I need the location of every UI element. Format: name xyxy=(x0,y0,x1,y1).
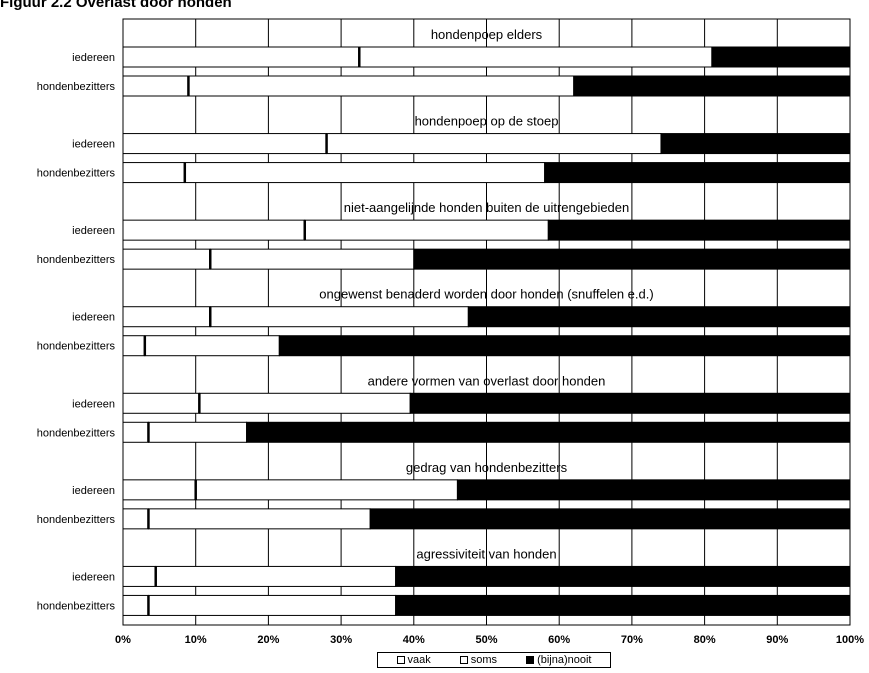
bar-segment-vaak xyxy=(122,565,157,587)
x-tick-label: 60% xyxy=(548,634,570,646)
group-title: agressiviteit van honden xyxy=(416,546,556,561)
x-tick-label: 0% xyxy=(115,634,131,646)
row-label: hondenbezitters xyxy=(37,514,116,526)
bar-segment-vaak xyxy=(122,219,306,241)
group-title: hondenpoep elders xyxy=(431,27,543,42)
bar-segment-soms xyxy=(187,75,575,97)
bar-segment-nooit xyxy=(246,421,851,443)
row-label: iedereen xyxy=(72,139,115,151)
row-label: hondenbezitters xyxy=(37,81,116,93)
bar-segment-nooit xyxy=(547,219,851,241)
row-label: hondenbezitters xyxy=(37,341,116,353)
bar-segment-soms xyxy=(144,335,280,357)
bar-segment-vaak xyxy=(122,46,360,68)
legend-swatch-vaak xyxy=(396,656,405,664)
row-label: hondenbezitters xyxy=(37,168,116,180)
bar-segment-nooit xyxy=(413,248,851,270)
row-label: hondenbezitters xyxy=(37,254,116,266)
group-title: gedrag van hondenbezitters xyxy=(406,460,568,475)
bar-segment-vaak xyxy=(122,133,328,155)
legend-swatch-soms xyxy=(459,656,468,664)
bar-segment-vaak xyxy=(122,508,149,530)
row-label: iedereen xyxy=(72,52,115,64)
bar-segment-vaak xyxy=(122,248,211,270)
bar-segment-nooit xyxy=(395,594,851,616)
group-title: andere vormen van overlast door honden xyxy=(368,373,606,388)
bar-segment-nooit xyxy=(395,565,851,587)
bar-segment-soms xyxy=(147,594,397,616)
x-tick-label: 70% xyxy=(621,634,643,646)
x-tick-label: 40% xyxy=(403,634,425,646)
row-label: iedereen xyxy=(72,571,115,583)
legend-label-nooit: (bijna)nooit xyxy=(537,654,592,666)
bar-segment-nooit xyxy=(711,46,851,68)
bar-segment-vaak xyxy=(122,392,200,414)
group-title: niet-aangelijnde honden buiten de uitren… xyxy=(344,200,630,215)
bar-segment-vaak xyxy=(122,75,189,97)
bar-segment-soms xyxy=(147,508,371,530)
bar-segment-vaak xyxy=(122,594,149,616)
group-title: ongewenst benaderd worden door honden (s… xyxy=(319,287,653,302)
x-tick-label: 80% xyxy=(694,634,716,646)
bar-segment-nooit xyxy=(409,392,851,414)
row-label: hondenbezitters xyxy=(37,427,116,439)
x-tick-label: 100% xyxy=(836,634,864,646)
bar-segment-nooit xyxy=(660,133,851,155)
x-tick-label: 90% xyxy=(766,634,788,646)
bar-segment-soms xyxy=(184,162,546,184)
bar-segment-vaak xyxy=(122,306,211,328)
row-label: iedereen xyxy=(72,398,115,410)
x-tick-label: 50% xyxy=(475,634,497,646)
bar-segment-nooit xyxy=(573,75,851,97)
x-tick-label: 20% xyxy=(257,634,279,646)
bar-segment-vaak xyxy=(122,162,186,184)
bar-segment-soms xyxy=(209,306,469,328)
bar-segment-vaak xyxy=(122,421,149,443)
legend-label-vaak: vaak xyxy=(407,654,431,666)
bar-segment-soms xyxy=(195,479,458,501)
bar-segment-soms xyxy=(147,421,248,443)
bar-segment-soms xyxy=(326,133,662,155)
chart-legend: vaak soms (bijna)nooit xyxy=(377,652,611,668)
legend-swatch-nooit xyxy=(526,656,535,664)
bar-segment-soms xyxy=(209,248,415,270)
legend-label-soms: soms xyxy=(470,654,498,666)
row-label: iedereen xyxy=(72,225,115,237)
bar-segment-soms xyxy=(198,392,411,414)
legend-item-soms: soms xyxy=(459,654,498,666)
bar-segment-soms xyxy=(358,46,713,68)
bar-segment-soms xyxy=(155,565,397,587)
bar-segment-nooit xyxy=(456,479,851,501)
row-label: hondenbezitters xyxy=(37,600,116,612)
x-tick-label: 30% xyxy=(330,634,352,646)
row-label: iedereen xyxy=(72,312,115,324)
legend-item-vaak: vaak xyxy=(396,654,431,666)
group-title: hondenpoep op de stoep xyxy=(415,114,559,129)
bar-segment-nooit xyxy=(278,335,851,357)
bar-segment-vaak xyxy=(122,335,146,357)
bar-segment-nooit xyxy=(467,306,851,328)
bar-segment-nooit xyxy=(369,508,851,530)
plot-border xyxy=(122,18,851,626)
x-tick-label: 10% xyxy=(185,634,207,646)
chart-title: Figuur 2.2 Overlast door honden xyxy=(0,0,232,11)
bar-segment-soms xyxy=(304,219,549,241)
bar-segment-nooit xyxy=(544,162,851,184)
bar-segment-vaak xyxy=(122,479,197,501)
legend-item-nooit: (bijna)nooit xyxy=(526,654,591,666)
row-label: iedereen xyxy=(72,485,115,497)
